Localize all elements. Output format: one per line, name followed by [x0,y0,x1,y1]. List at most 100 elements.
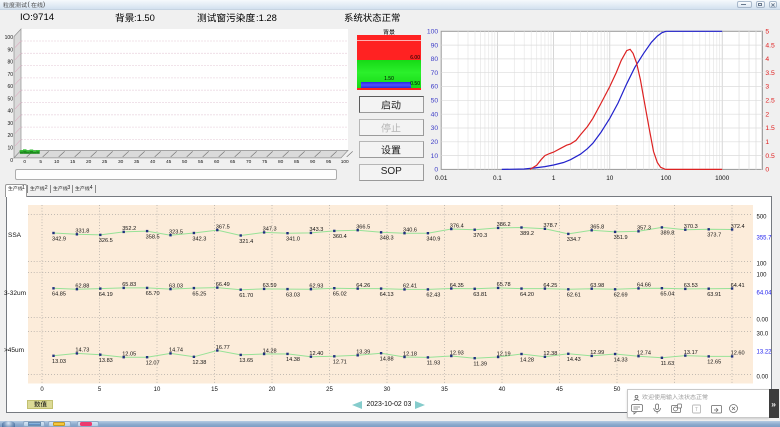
svg-text:50: 50 [182,159,188,165]
svg-text:13.17: 13.17 [684,350,698,356]
svg-text:12.99: 12.99 [590,350,604,356]
svg-text:40: 40 [150,159,156,165]
svg-text:365.8: 365.8 [590,225,604,231]
svg-text:64.04: 64.04 [757,291,773,297]
svg-text:100: 100 [661,175,672,182]
svg-text:326.5: 326.5 [99,238,113,244]
svg-text:64.85: 64.85 [52,292,66,298]
svg-text:12.18: 12.18 [403,351,417,357]
svg-text:64.66: 64.66 [637,283,651,289]
svg-text:60: 60 [7,84,13,90]
svg-text:10: 10 [7,146,13,152]
svg-text:14.28: 14.28 [263,348,277,354]
svg-text:30: 30 [118,159,124,165]
svg-text:100: 100 [757,273,768,279]
svg-text:70: 70 [7,72,13,78]
svg-text:63.98: 63.98 [590,283,604,289]
svg-text:64.25: 64.25 [543,283,557,289]
svg-text:20: 20 [86,159,92,165]
svg-text:340.6: 340.6 [403,228,417,234]
svg-text:14.74: 14.74 [169,348,183,354]
svg-text:360.4: 360.4 [333,234,347,240]
svg-text:12.38: 12.38 [543,351,557,357]
svg-text:321.4: 321.4 [239,239,253,245]
svg-text:15: 15 [211,387,218,393]
svg-text:347.3: 347.3 [263,227,277,233]
svg-text:100: 100 [5,35,14,41]
svg-text:13.83: 13.83 [99,358,113,364]
svg-text:0.00: 0.00 [757,375,769,381]
svg-text:0: 0 [434,167,438,174]
svg-text:50: 50 [7,97,13,103]
svg-text:T: T [695,407,699,413]
svg-text:376.4: 376.4 [450,223,464,229]
svg-text:342.9: 342.9 [52,236,66,242]
svg-text:64.35: 64.35 [450,283,464,289]
svg-text:10: 10 [154,387,161,393]
svg-text:323.5: 323.5 [169,230,183,236]
svg-text:12.93: 12.93 [450,350,464,356]
svg-text:65.70: 65.70 [146,291,160,297]
svg-text:63.53: 63.53 [684,283,698,289]
svg-text:341.0: 341.0 [286,237,300,243]
svg-text:14.33: 14.33 [614,357,628,363]
svg-text:63.81: 63.81 [473,292,487,298]
svg-text:100: 100 [427,29,439,36]
svg-text:70: 70 [431,70,439,77]
svg-text:372.4: 372.4 [731,224,745,230]
svg-text:370.3: 370.3 [684,224,698,230]
svg-text:80: 80 [431,56,439,63]
svg-text:366.5: 366.5 [356,225,370,231]
svg-text:386.2: 386.2 [497,222,511,228]
svg-text:4: 4 [765,56,769,63]
svg-text:80: 80 [278,159,284,165]
svg-text:0: 0 [23,159,26,165]
svg-text:14.43: 14.43 [567,357,581,363]
svg-text:30.0: 30.0 [757,332,769,338]
svg-text:348.3: 348.3 [380,236,394,242]
svg-text:62.93: 62.93 [309,284,323,290]
svg-text:0.00: 0.00 [757,318,769,324]
svg-text:12.40: 12.40 [309,351,323,357]
svg-text:60: 60 [431,84,439,91]
svg-text:30: 30 [7,121,13,127]
svg-text:12.65: 12.65 [707,360,721,366]
svg-text:63.03: 63.03 [169,283,183,289]
svg-text:64.13: 64.13 [380,292,394,298]
svg-text:40: 40 [431,111,439,118]
svg-text:65.78: 65.78 [497,282,511,288]
svg-text:95: 95 [326,159,332,165]
svg-text:10: 10 [54,159,60,165]
svg-text:90: 90 [431,42,439,49]
svg-text:331.8: 331.8 [75,229,89,235]
svg-text:90: 90 [7,47,13,53]
svg-text:0.5: 0.5 [765,153,775,160]
svg-text:11.93: 11.93 [427,361,441,367]
svg-text:13.39: 13.39 [356,350,370,356]
svg-text:64.26: 64.26 [356,283,370,289]
svg-text:373.7: 373.7 [707,233,721,239]
svg-text:4.5: 4.5 [765,42,775,49]
svg-text:10: 10 [606,175,614,182]
svg-text:343.3: 343.3 [309,227,323,233]
svg-text:65.83: 65.83 [122,282,136,288]
svg-text:367.5: 367.5 [216,224,230,230]
svg-text:65: 65 [230,159,236,165]
svg-text:11.39: 11.39 [473,362,487,368]
svg-text:20: 20 [269,387,276,393]
svg-text:70: 70 [246,159,252,165]
svg-text:14.38: 14.38 [286,357,300,363]
svg-text:60: 60 [214,159,220,165]
svg-text:12.38: 12.38 [192,360,206,366]
svg-text:15: 15 [70,159,76,165]
svg-text:2: 2 [765,111,769,118]
svg-text:62.41: 62.41 [403,284,417,290]
svg-text:30: 30 [431,125,439,132]
svg-text:5: 5 [98,387,102,393]
svg-text:3: 3 [765,84,769,91]
svg-text:5: 5 [765,29,769,36]
svg-text:45: 45 [556,387,563,393]
svg-text:342.3: 342.3 [192,236,206,242]
svg-text:1: 1 [765,139,769,146]
svg-text:35: 35 [134,159,140,165]
